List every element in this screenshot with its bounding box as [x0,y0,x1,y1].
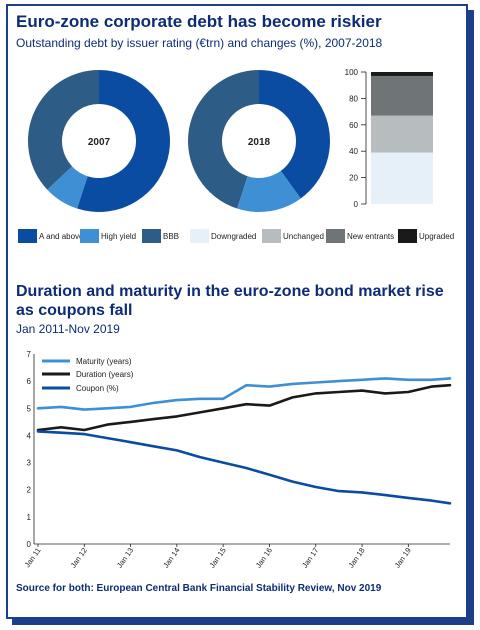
legend-label-new-entrants: New entrants [347,232,394,241]
chart2-title-line2: as coupons fall [16,302,133,319]
line-ytick-label: 3 [27,459,32,468]
donut2-center-label: 2018 [248,137,271,148]
donut2-slice-bbb [188,69,259,209]
line-xtick-label: Jan 17 [300,546,320,570]
legend-swatch-downgraded [190,229,209,243]
line-series-coupon [36,430,452,505]
line-ytick-label: 1 [27,513,32,522]
line-ytick-label: 7 [27,350,32,359]
line-xtick-label: Jan 19 [393,546,413,570]
line-ytick-label: 2 [27,486,32,495]
legend-label-upgraded: Upgraded [419,232,454,241]
frame-shadow-right [467,10,474,622]
legend-swatch-unchanged [262,229,281,243]
legend-label-high-yield: High yield [101,232,136,241]
donut2-slice-a-and-above [259,70,330,199]
line-legend-label-duration: Duration (years) [76,370,134,379]
line-ytick-label: 0 [27,540,32,549]
stacked-ytick-label: 60 [349,121,358,130]
stacked-ytick-label: 100 [345,68,359,77]
line-ytick-label: 5 [27,404,32,413]
legend-swatch-high-yield [80,229,99,243]
legend-label-a-and-above: A and above [39,232,84,241]
legend-label-bbb: BBB [163,232,179,241]
chart2-subtitle: Jan 2011-Nov 2019 [16,322,120,336]
source-note: Source for both: European Central Bank F… [16,583,382,594]
legend-label-downgraded: Downgraded [211,232,256,241]
legend-swatch-bbb [142,229,161,243]
legend-swatch-new-entrants [326,229,345,243]
line-xtick-label: Jan 18 [346,546,366,570]
line-xtick-label: Jan 11 [23,546,43,569]
line-series-maturity [36,377,452,411]
frame-shadow-bottom [12,618,474,625]
stacked-ytick-label: 40 [349,147,358,156]
stacked-ytick-label: 80 [349,94,358,103]
donut1-slice-high-yield [47,166,88,209]
chart2-title-line1: Duration and maturity in the euro-zone b… [16,283,444,300]
line-legend-label-coupon: Coupon (%) [76,384,119,393]
line-xtick-label: Jan 13 [115,546,135,570]
donut1-slice-a-and-above [77,70,170,212]
legend-swatch-upgraded [398,229,417,243]
stacked-ytick-label: 20 [349,174,358,183]
chart1-subtitle: Outstanding debt by issuer rating (€trn)… [16,36,383,50]
line-series-duration [36,383,452,432]
line-xtick-label: Jan 16 [254,546,274,570]
donut2-slice-high-yield [237,170,301,212]
line-ytick-label: 6 [27,377,32,386]
donut1-center-label: 2007 [88,137,111,148]
line-ytick-label: 4 [27,431,32,440]
stacked-bar-upgraded [371,72,433,76]
line-xtick-label: Jan 15 [208,546,228,570]
chart1-title: Euro-zone corporate debt has become risk… [16,12,382,31]
donut1-slice-bbb [27,70,100,190]
line-xtick-label: Jan 12 [69,546,89,570]
stacked-bar-downgraded [371,152,433,204]
line-xtick-label: Jan 14 [161,546,181,570]
stacked-ytick-label: 0 [354,200,359,209]
stacked-bar-unchanged [371,115,433,153]
line-legend-label-maturity: Maturity (years) [76,357,132,366]
stacked-bar-new-entrants [371,75,433,116]
legend-label-unchanged: Unchanged [283,232,324,241]
legend-swatch-a-and-above [18,229,37,243]
